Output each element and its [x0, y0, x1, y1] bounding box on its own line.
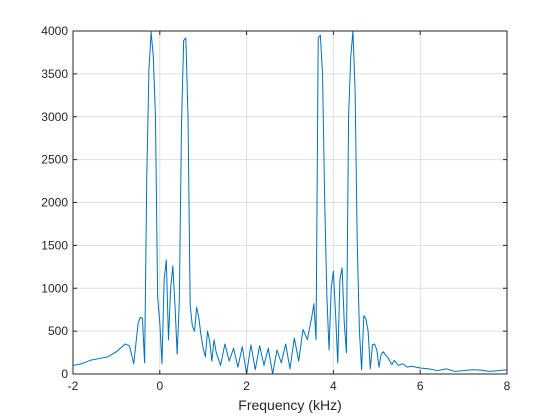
y-tick-label: 2000 — [41, 196, 68, 210]
y-tick-label: 3500 — [41, 67, 68, 81]
y-tick-label: 1500 — [41, 238, 68, 252]
y-tick-label: 0 — [61, 367, 68, 381]
x-axis-label: Frequency (kHz) — [238, 397, 341, 413]
y-tick-label: 4000 — [41, 24, 68, 38]
grid — [73, 31, 507, 374]
x-tick-label: 0 — [156, 379, 163, 393]
y-tick-label: 1000 — [41, 281, 68, 295]
y-tick-label: 2500 — [41, 153, 68, 167]
x-tick-label: 6 — [417, 379, 424, 393]
x-tick-label: 2 — [243, 379, 250, 393]
y-tick-label: 3000 — [41, 110, 68, 124]
y-tick-label: 500 — [48, 324, 68, 338]
series-layer — [72, 30, 508, 375]
x-tick-label: 8 — [504, 379, 511, 393]
x-tick-label: -2 — [68, 379, 79, 393]
spectrum-line — [72, 30, 508, 375]
x-tick-label: 4 — [330, 379, 337, 393]
